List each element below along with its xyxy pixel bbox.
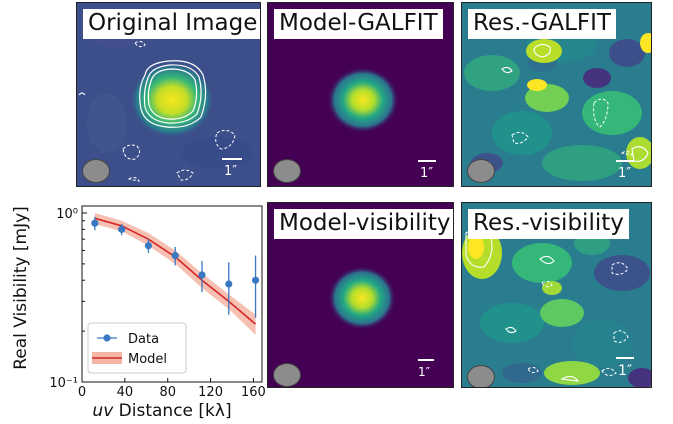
beam-ellipse bbox=[273, 159, 301, 183]
data-point bbox=[225, 280, 233, 288]
y-tick-label: 10⁻¹ bbox=[49, 376, 78, 391]
x-tick-label: 80 bbox=[159, 385, 176, 400]
scale-label: 1″ bbox=[420, 166, 434, 181]
scale-label: 1″ bbox=[618, 363, 633, 379]
x-axis-label-rest: Distance [kλ] bbox=[113, 401, 231, 421]
beam-ellipse bbox=[467, 159, 495, 183]
negative-contours bbox=[122, 40, 236, 182]
x-axis-label: uv Distance [kλ] bbox=[92, 401, 231, 421]
x-tick-label: 40 bbox=[117, 385, 134, 400]
scale-bar bbox=[616, 357, 634, 359]
scale-label: 1″ bbox=[618, 166, 632, 181]
data-point bbox=[171, 251, 179, 260]
beam-ellipse bbox=[82, 159, 110, 183]
panel-res-galfit: Res.-GALFIT 1″ bbox=[461, 2, 652, 187]
scale-bar bbox=[222, 158, 242, 160]
panel-model-visibility: Model-visibility 1″ bbox=[267, 202, 454, 388]
panel-original-image: Original Image 1″ bbox=[76, 2, 261, 187]
data-point bbox=[91, 219, 99, 227]
contours bbox=[501, 43, 649, 162]
data-point bbox=[198, 271, 206, 279]
data-point bbox=[144, 242, 153, 250]
x-tick-label: 160 bbox=[241, 385, 266, 400]
scale-bar bbox=[418, 160, 436, 162]
x-axis-label-italic: uv bbox=[92, 401, 114, 421]
x-tick-label: 0 bbox=[78, 385, 86, 400]
legend-model-label: Model bbox=[128, 352, 167, 367]
scale-label: 1″ bbox=[418, 365, 431, 379]
x-tick-label: 120 bbox=[198, 385, 223, 400]
legend-data-marker bbox=[103, 334, 111, 342]
contours bbox=[139, 60, 207, 128]
scale-bar bbox=[418, 359, 434, 361]
visibility-chart: 0 40 80 120 160 10⁻¹ 10⁰ Real Visibility [mJy] u… bbox=[11, 205, 266, 421]
contours bbox=[465, 228, 580, 382]
data-point bbox=[118, 225, 126, 233]
scale-bar bbox=[616, 160, 634, 162]
negative-contours bbox=[511, 98, 634, 156]
beam-ellipse bbox=[467, 365, 495, 387]
beam-ellipse bbox=[273, 363, 301, 387]
data-point bbox=[251, 276, 260, 284]
panel-title: Model-GALFIT bbox=[274, 9, 443, 39]
panel-title: Res.-GALFIT bbox=[468, 9, 616, 39]
panel-model-galfit: Model-GALFIT 1″ bbox=[267, 2, 454, 187]
negative-contours bbox=[527, 262, 629, 377]
panel-res-visibility: Res.-visibility 1″ bbox=[461, 202, 652, 388]
legend-data-label: Data bbox=[128, 332, 159, 347]
panel-title: Original Image bbox=[83, 9, 260, 39]
plot-frame bbox=[81, 205, 263, 383]
scale-label: 1″ bbox=[224, 164, 238, 179]
model-uncertainty-band bbox=[94, 212, 256, 335]
y-tick-label: 10⁰ bbox=[56, 207, 78, 222]
panel-title: Res.-visibility bbox=[468, 209, 629, 239]
y-axis-label: Real Visibility [mJy] bbox=[11, 206, 31, 370]
panel-title: Model-visibility bbox=[274, 209, 453, 239]
